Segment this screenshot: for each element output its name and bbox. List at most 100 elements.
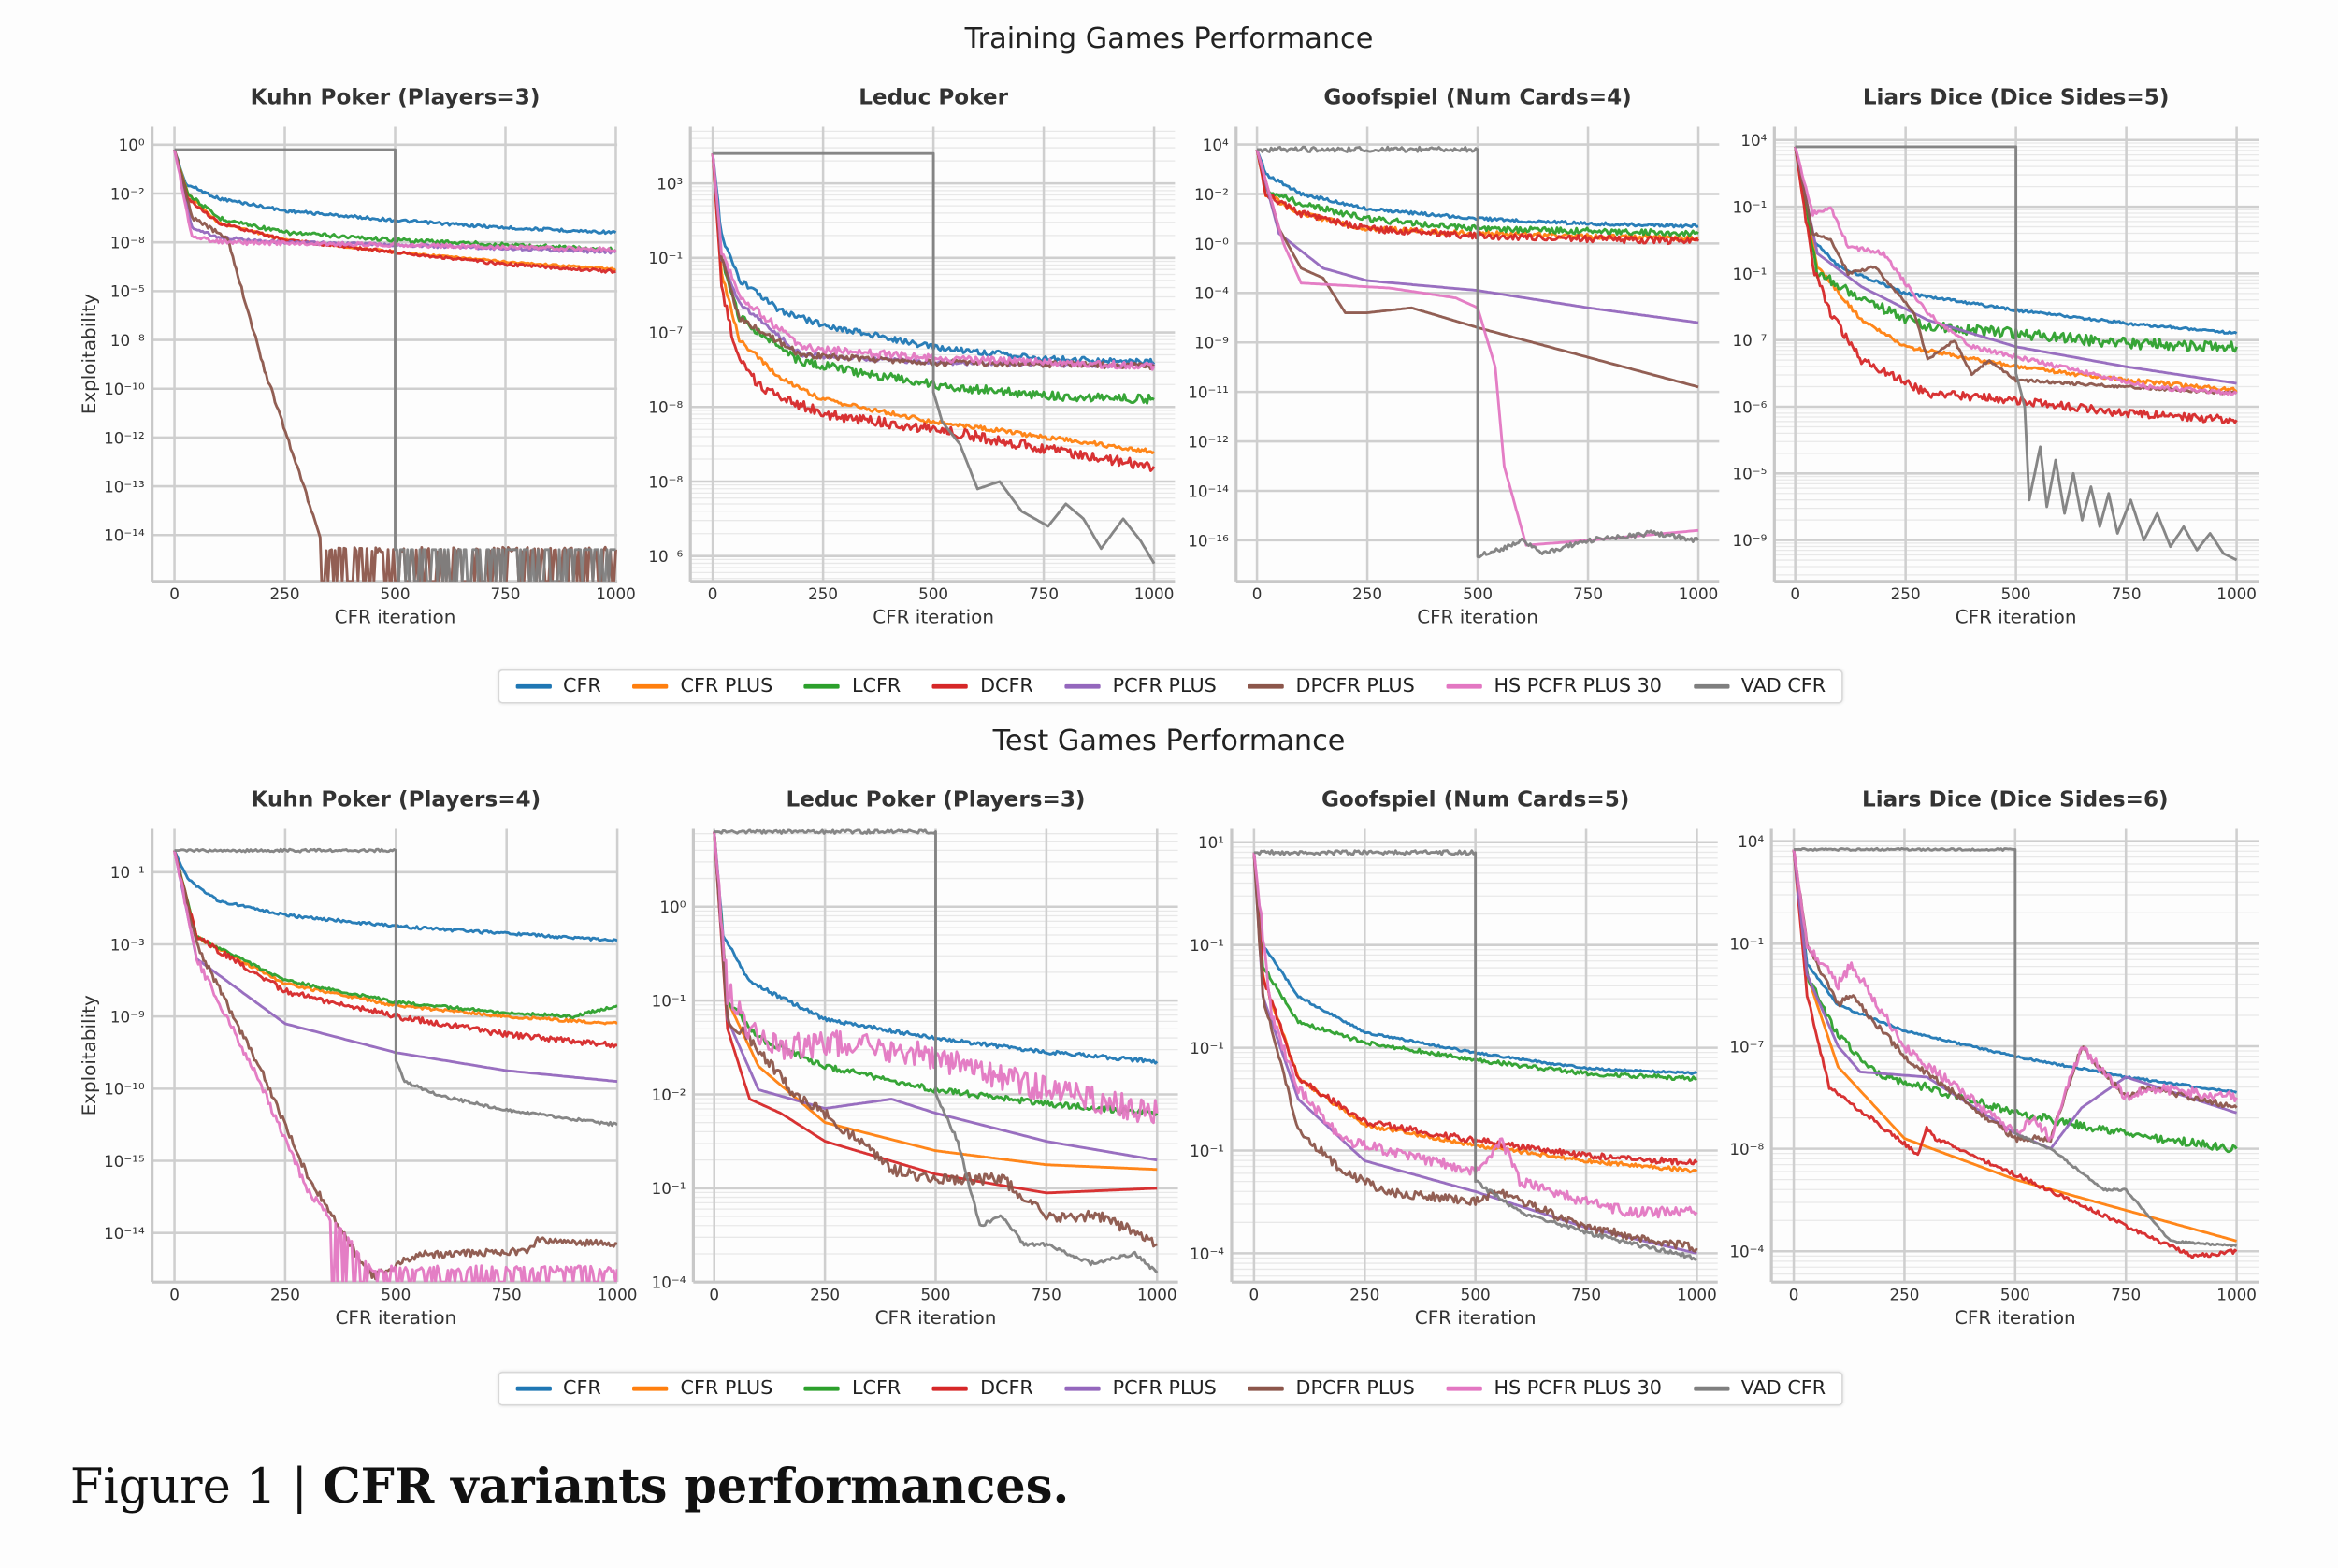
- legend-label: HS PCFR PLUS 30: [1494, 675, 1663, 698]
- x-tick-label: 500: [2000, 1285, 2030, 1303]
- series-line-dcfr: [1794, 146, 2238, 424]
- legend-item: DCFR: [932, 675, 1033, 698]
- y-tick-label: 10⁻¹⁰: [104, 380, 145, 398]
- legend-item: DPCFR PLUS: [1248, 675, 1415, 698]
- x-tick-label: 750: [1573, 584, 1603, 603]
- y-tick-label: 10⁻⁸: [110, 234, 145, 252]
- subplot-title: Kuhn Poker (Players=4): [251, 788, 541, 813]
- y-tick-label: 10⁻⁵: [110, 282, 145, 301]
- subplot: 10⁰ 10⁻² 10⁻⁸ 10⁻⁵ 10⁻⁸ 10⁻¹⁰ 10⁻¹² 10⁻¹³ 10⁻¹⁴ 0…: [79, 86, 636, 628]
- y-tick-label: 10⁻⁷: [648, 324, 683, 342]
- legend-item: PCFR PLUS: [1064, 1377, 1217, 1401]
- y-tick-label: 10⁻⁶: [1733, 397, 1768, 416]
- legend-label: DPCFR PLUS: [1295, 675, 1415, 698]
- y-tick-label: 10⁻¹²: [1188, 432, 1229, 451]
- y-tick-label: 10⁻⁴: [652, 1273, 686, 1292]
- y-tick-label: 10⁴: [1740, 131, 1767, 150]
- y-tick-label: 10⁻⁸: [648, 398, 683, 417]
- legend-swatch: [1446, 683, 1482, 689]
- legend-item: HS PCFR PLUS 30: [1446, 1377, 1662, 1400]
- series-line-vad-cfr: [713, 151, 1156, 565]
- legend-item: CFR PLUS: [632, 675, 772, 698]
- y-tick-label: 10⁻⁹: [110, 1008, 145, 1027]
- series-line-vad-cfr: [1253, 849, 1698, 1261]
- x-tick-label: 250: [1352, 584, 1382, 603]
- legend-swatch: [514, 683, 552, 689]
- y-axis-label: Exploitability: [79, 294, 100, 414]
- y-tick-label: 10⁻⁸: [1729, 1140, 1764, 1158]
- series-line-cfr-plus: [713, 831, 1158, 1172]
- y-tick-label: 10⁻⁹: [1733, 531, 1768, 550]
- legend-label: DCFR: [980, 1377, 1033, 1401]
- series-line-vad-cfr: [174, 148, 616, 582]
- legend-label: LCFR: [851, 675, 902, 698]
- subplot-title: Leduc Poker: [859, 86, 1008, 110]
- series-line-cfr-plus: [711, 153, 1155, 454]
- legend-swatch: [1064, 1386, 1101, 1391]
- y-tick-label: 10⁻¹¹: [1188, 383, 1229, 402]
- y-tick-label: 10³: [657, 174, 683, 193]
- subplot-title: Leduc Poker (Players=3): [786, 788, 1085, 813]
- legend-label: LCFR: [851, 1377, 902, 1401]
- y-tick-label: 10⁻¹: [652, 1179, 686, 1198]
- legend-test: CFR CFR PLUS LCFR DCFR PCFR PLUS DPCFR PLUS HS…: [498, 1371, 1843, 1406]
- y-tick-label: 10⁻⁴: [1190, 1244, 1224, 1263]
- y-tick-label: 10⁻¹: [1729, 935, 1764, 954]
- legend-swatch: [632, 1386, 669, 1391]
- y-axis-label: Exploitability: [79, 995, 100, 1115]
- x-tick-label: 0: [709, 1285, 719, 1303]
- y-tick-label: 10⁻¹⁴: [104, 1224, 145, 1243]
- x-tick-label: 250: [270, 1285, 300, 1303]
- x-tick-label: 0: [1789, 1285, 1799, 1303]
- x-tick-label: 1000: [1137, 1285, 1177, 1303]
- legend-label: CFR: [562, 675, 601, 698]
- x-tick-label: 0: [708, 584, 718, 603]
- legend-swatch: [632, 683, 669, 689]
- legend-training: CFR CFR PLUS LCFR DCFR PCFR PLUS DPCFR PLUS HS…: [498, 669, 1843, 704]
- x-axis-label: CFR iteration: [335, 1307, 456, 1329]
- x-tick-label: 750: [1032, 1285, 1061, 1303]
- subplot-title: Liars Dice (Dice Sides=5): [1863, 86, 2170, 110]
- x-tick-label: 750: [492, 1285, 522, 1303]
- x-axis-label: CFR iteration: [873, 606, 994, 627]
- legend-swatch: [1446, 1386, 1482, 1391]
- legend-label: CFR PLUS: [680, 675, 773, 698]
- y-tick-label: 10⁻¹: [110, 863, 145, 882]
- legend-label: CFR PLUS: [680, 1377, 773, 1401]
- series-line-cfr-plus: [1792, 849, 2237, 1243]
- subplot: 10¹ 10⁻¹ 10⁻¹ 10⁻¹ 10⁻⁴ 0 250 500 750 1000 Goofspi…: [1190, 788, 1718, 1329]
- legend-label: PCFR PLUS: [1112, 1377, 1217, 1401]
- y-tick-label: 10⁻⁸: [648, 472, 683, 491]
- y-tick-label: 10⁻¹: [1190, 1142, 1224, 1160]
- y-tick-label: 10⁻¹⁶: [1188, 531, 1229, 550]
- series-line-vad-cfr: [1257, 145, 1700, 559]
- legend-swatch: [1248, 1386, 1284, 1391]
- legend-label: HS PCFR PLUS 30: [1494, 1377, 1663, 1401]
- y-tick-label: 10⁻¹: [648, 249, 683, 267]
- y-tick-label: 10⁻⁶: [648, 547, 683, 566]
- y-tick-label: 10⁻¹⁵: [104, 1152, 145, 1171]
- x-axis-label: CFR iteration: [1956, 606, 2077, 627]
- series-line-vad-cfr: [1795, 145, 2238, 562]
- x-tick-label: 250: [810, 1285, 840, 1303]
- legend-swatch: [932, 683, 969, 689]
- y-tick-label: 10⁻⁸: [110, 331, 145, 350]
- y-tick-label: 10⁴: [1738, 832, 1764, 851]
- y-tick-label: 10¹: [1198, 833, 1224, 852]
- series-line-dcfr: [711, 153, 1156, 472]
- y-tick-label: 10⁻¹²: [104, 428, 145, 447]
- legend-label: VAD CFR: [1740, 1377, 1826, 1401]
- y-tick-label: 10⁻¹³: [104, 477, 145, 496]
- y-tick-label: 10⁻²: [652, 1086, 686, 1104]
- legend-item: DCFR: [932, 1377, 1033, 1400]
- x-tick-label: 1000: [1134, 584, 1175, 603]
- legend-item: VAD CFR: [1693, 675, 1826, 698]
- x-axis-label: CFR iteration: [1415, 1307, 1537, 1329]
- x-tick-label: 250: [1889, 1285, 1919, 1303]
- x-tick-label: 500: [381, 584, 411, 603]
- x-tick-label: 250: [1349, 1285, 1379, 1303]
- x-axis-label: CFR iteration: [875, 1307, 997, 1329]
- series-line-vad-cfr: [714, 828, 1159, 1274]
- y-tick-label: 10⁻¹⁴: [104, 526, 145, 545]
- x-tick-label: 1000: [596, 584, 636, 603]
